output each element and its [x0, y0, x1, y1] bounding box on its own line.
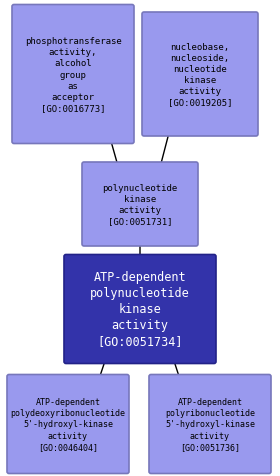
Text: ATP-dependent
polynucleotide
kinase
activity
[GO:0051734]: ATP-dependent polynucleotide kinase acti… [90, 271, 190, 348]
FancyBboxPatch shape [149, 375, 271, 474]
Text: phosphotransferase
activity,
alcohol
group
as
acceptor
[GO:0016773]: phosphotransferase activity, alcohol gro… [25, 37, 121, 112]
Text: ATP-dependent
polyribonucleotide
5'-hydroxyl-kinase
activity
[GO:0051736]: ATP-dependent polyribonucleotide 5'-hydr… [165, 397, 255, 451]
Text: nucleobase,
nucleoside,
nucleotide
kinase
activity
[GO:0019205]: nucleobase, nucleoside, nucleotide kinas… [168, 43, 232, 107]
FancyBboxPatch shape [142, 13, 258, 137]
Text: ATP-dependent
polydeoxyribonucleotide
5'-hydroxyl-kinase
activity
[GO:0046404]: ATP-dependent polydeoxyribonucleotide 5'… [11, 397, 125, 451]
FancyBboxPatch shape [12, 6, 134, 144]
Text: polynucleotide
kinase
activity
[GO:0051731]: polynucleotide kinase activity [GO:00517… [102, 183, 178, 226]
FancyBboxPatch shape [7, 375, 129, 474]
FancyBboxPatch shape [82, 163, 198, 247]
FancyBboxPatch shape [64, 255, 216, 364]
